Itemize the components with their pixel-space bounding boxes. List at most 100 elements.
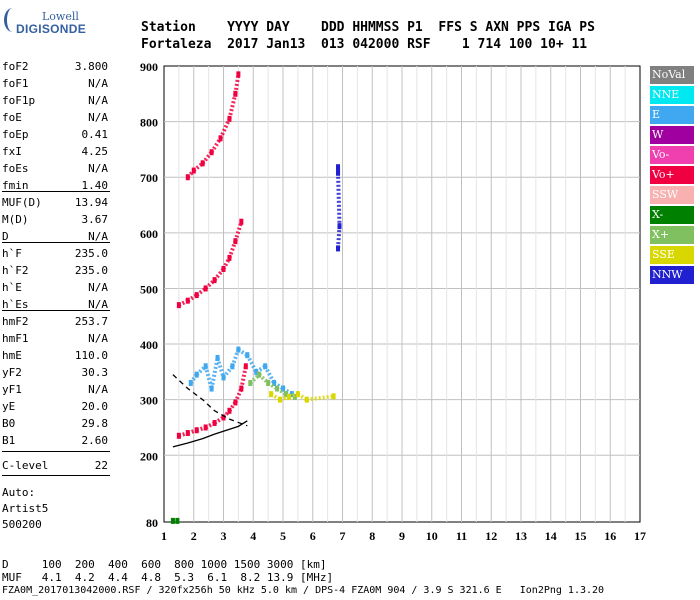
param-row: hmF2 253.7 — [2, 315, 108, 332]
param-row: fxI 4.25 — [2, 145, 108, 162]
x-tick-label: 6 — [310, 529, 316, 543]
legend-item: X- — [650, 206, 694, 224]
auto-version: 500200 — [2, 518, 42, 531]
param-key: MUF(D) — [2, 196, 42, 209]
param-value: N/A — [88, 383, 108, 396]
y-tick-label: 300 — [140, 394, 158, 408]
x-axis: 1 2 3 4 5 6 7 8 9 10 11 12 13 14 15 16 17 — [161, 529, 646, 543]
x-tick-label: 13 — [515, 529, 527, 543]
param-key: h`F2 — [2, 264, 29, 277]
echo-trace-segment — [215, 357, 226, 378]
param-key: hmE — [2, 349, 22, 362]
x-tick-label: 10 — [426, 529, 438, 543]
param-row: hmF1 N/A — [2, 332, 108, 349]
param-value: N/A — [88, 162, 108, 175]
param-divider — [2, 451, 110, 452]
echo-point — [331, 393, 336, 400]
echo-trace-segment — [279, 394, 290, 402]
distance-row: D 100 200 400 600 800 1000 1500 3000 [km… — [2, 558, 327, 571]
echo-point — [236, 71, 241, 78]
param-key: yF1 — [2, 383, 22, 396]
param-key: h`Es — [2, 298, 29, 311]
y-tick-label: 700 — [140, 171, 158, 185]
profile-lines — [172, 374, 248, 448]
echo-trace-segment — [336, 172, 342, 227]
echo-trace-segment — [288, 392, 299, 399]
param-key: fxI — [2, 145, 22, 158]
y-tick-label: 80 — [146, 516, 158, 530]
param-key: foE — [2, 111, 22, 124]
param-row: foF1 N/A — [2, 77, 108, 94]
x-tick-label: 1 — [161, 529, 167, 543]
echo-trace-segment — [186, 169, 196, 179]
legend-item: X+ — [650, 226, 694, 244]
legend-item: W — [650, 126, 694, 144]
param-row: h`Es N/A — [2, 298, 108, 315]
logo-line-2: DIGISONDE — [16, 22, 87, 36]
echo-trace-segment — [227, 93, 238, 120]
param-row: C-level 22 — [2, 459, 108, 476]
lowell-digisonde-logo: Lowell DIGISONDE — [4, 8, 86, 38]
y-tick-label: 500 — [140, 282, 158, 296]
param-row: foEp 0.41 — [2, 128, 108, 145]
param-row: foE N/A — [2, 111, 108, 128]
x-tick-label: 17 — [634, 529, 646, 543]
param-key: hmF2 — [2, 315, 29, 328]
param-row: yF1 N/A — [2, 383, 108, 400]
true-height-profile-line — [172, 420, 248, 448]
header-row-values: Fortaleza 2017 Jan13 013 042000 RSF 1 71… — [141, 37, 588, 52]
param-key: foF1 — [2, 77, 29, 90]
param-key: yF2 — [2, 366, 22, 379]
param-key: B0 — [2, 417, 16, 430]
x-tick-label: 15 — [575, 529, 587, 543]
x-tick-label: 9 — [399, 529, 405, 543]
param-key: foEs — [2, 162, 29, 175]
param-value: N/A — [88, 77, 108, 90]
x-tick-label: 4 — [250, 529, 256, 543]
param-row: foF2 3.800 — [2, 60, 108, 77]
echo-trace-segment — [245, 354, 258, 373]
param-row: B0 29.8 — [2, 417, 108, 434]
legend-item: NNW — [650, 266, 694, 284]
echo-trace-segment — [218, 117, 232, 140]
param-key: h`E — [2, 281, 22, 294]
echo-point — [239, 218, 244, 225]
y-tick-label: 200 — [140, 449, 158, 463]
param-value: 0.41 — [81, 128, 109, 141]
legend-item: Vo+ — [650, 166, 694, 184]
logo-arc-icon — [4, 8, 21, 32]
param-value: N/A — [88, 111, 108, 124]
param-key: yE — [2, 400, 16, 413]
param-value: 22 — [94, 459, 108, 472]
legend-item: E — [650, 106, 694, 124]
param-key: foEp — [2, 128, 29, 141]
legend-item: Vo- — [650, 146, 694, 164]
legend-item: SSW — [650, 186, 694, 204]
header-row-labels: Station YYYY DAY DDD HHMMSS P1 FFS S AXN… — [141, 20, 595, 35]
param-row: yE 20.0 — [2, 400, 108, 417]
legend: NoVal NNE E W Vo- Vo+ SSW X- X+ SSE NNW — [650, 66, 694, 286]
param-value: 4.25 — [81, 145, 109, 158]
param-value: N/A — [88, 94, 108, 107]
param-divider — [2, 475, 110, 476]
param-row: fmin 1.40 — [2, 179, 108, 196]
x-tick-label: 16 — [604, 529, 616, 543]
x-tick-label: 8 — [369, 529, 375, 543]
x-tick-label: 3 — [221, 529, 227, 543]
y-tick-label: 900 — [140, 60, 158, 74]
param-value: 253.7 — [74, 315, 108, 328]
param-value: N/A — [88, 298, 108, 311]
param-row: yF2 30.3 — [2, 366, 108, 383]
param-value: 13.94 — [74, 196, 108, 209]
param-key: C-level — [2, 459, 49, 472]
muf-row: MUF 4.1 4.2 4.4 4.8 5.3 6.1 8.2 13.9 [MH… — [2, 571, 334, 584]
param-value: 1.40 — [81, 179, 109, 192]
param-key: hmF1 — [2, 332, 29, 345]
param-value: N/A — [88, 230, 108, 243]
param-value: 235.0 — [74, 264, 108, 277]
param-key: foF1p — [2, 94, 36, 107]
param-row: D N/A — [2, 230, 108, 247]
param-value: 30.3 — [81, 366, 109, 379]
param-value: 3.800 — [74, 60, 108, 73]
